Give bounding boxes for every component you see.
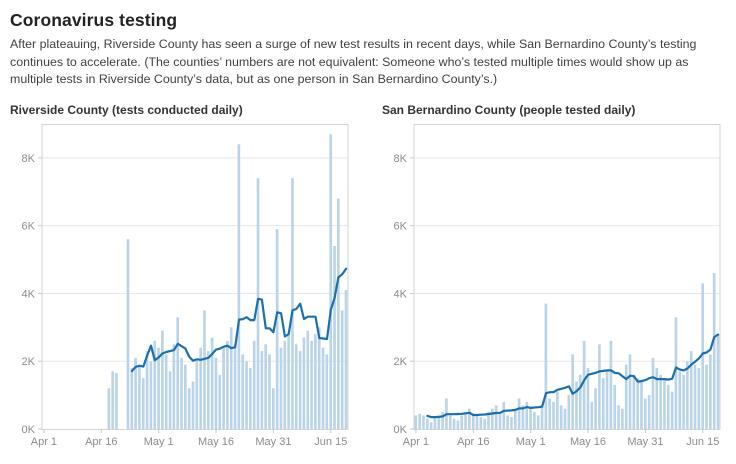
svg-text:8K: 8K [394,153,408,165]
page-title: Coronavirus testing [10,10,178,30]
svg-text:May 31: May 31 [255,436,291,448]
svg-text:Apr 16: Apr 16 [457,436,489,448]
svg-text:Apr 1: Apr 1 [31,436,57,448]
svg-text:Jun 15: Jun 15 [314,436,347,448]
svg-text:May 16: May 16 [570,436,606,448]
svg-text:4K: 4K [22,288,36,300]
page: Coronavirus testing After plateauing, Ri… [0,10,736,454]
svg-text:May 1: May 1 [516,436,546,448]
charts-row: Riverside County (tests conducted daily)… [10,103,726,454]
svg-text:May 16: May 16 [198,436,234,448]
svg-text:8K: 8K [22,153,36,165]
svg-text:6K: 6K [394,220,408,232]
riverside-chart-panel: Riverside County (tests conducted daily)… [10,103,354,454]
svg-text:0K: 0K [22,424,36,436]
san-bernardino-chart-canvas: 0K 2K 4K 6K 8K Apr 1 Apr 16 May 1 May 16 May 31 Ju… [394,123,721,448]
svg-text:2K: 2K [22,356,36,368]
svg-text:6K: 6K [22,220,36,232]
svg-text:May 31: May 31 [627,436,663,448]
svg-text:May 1: May 1 [144,436,174,448]
san-bernardino-chart-title: San Bernardino County (people tested dai… [382,102,636,117]
svg-text:0K: 0K [394,424,408,436]
page-description: After plateauing, Riverside County has s… [10,37,697,87]
san-bernardino-chart-panel: San Bernardino County (people tested dai… [382,103,726,454]
riverside-chart-canvas: 0K 2K 4K 6K 8K Apr 1 Apr 16 May 1 May 16 May 31 Ju… [22,123,349,448]
riverside-chart-title: Riverside County (tests conducted daily) [10,102,243,117]
svg-text:4K: 4K [394,288,408,300]
svg-text:Jun 15: Jun 15 [686,436,719,448]
svg-text:2K: 2K [394,356,408,368]
svg-text:Apr 16: Apr 16 [85,436,117,448]
svg-text:Apr 1: Apr 1 [403,436,429,448]
